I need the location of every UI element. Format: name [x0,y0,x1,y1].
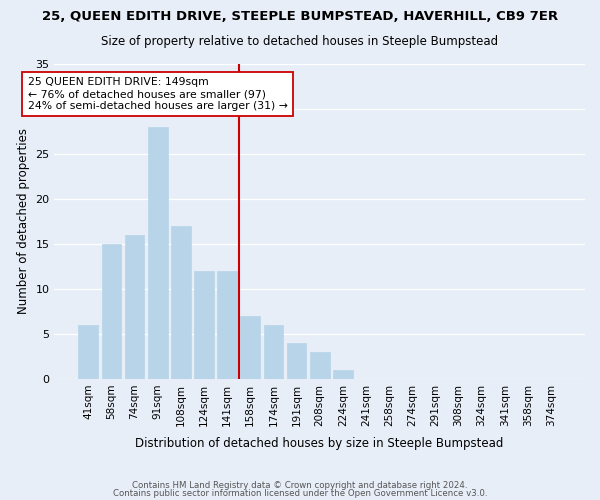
X-axis label: Distribution of detached houses by size in Steeple Bumpstead: Distribution of detached houses by size … [136,437,504,450]
Text: 25, QUEEN EDITH DRIVE, STEEPLE BUMPSTEAD, HAVERHILL, CB9 7ER: 25, QUEEN EDITH DRIVE, STEEPLE BUMPSTEAD… [42,10,558,23]
Text: Size of property relative to detached houses in Steeple Bumpstead: Size of property relative to detached ho… [101,35,499,48]
Bar [148,127,167,379]
Y-axis label: Number of detached properties: Number of detached properties [17,128,30,314]
Text: Contains public sector information licensed under the Open Government Licence v3: Contains public sector information licen… [113,488,487,498]
Bar [310,352,329,379]
Bar [287,343,307,379]
Bar [125,235,145,379]
Text: Contains HM Land Registry data © Crown copyright and database right 2024.: Contains HM Land Registry data © Crown c… [132,481,468,490]
Bar [194,271,214,379]
Text: 25 QUEEN EDITH DRIVE: 149sqm
← 76% of detached houses are smaller (97)
24% of se: 25 QUEEN EDITH DRIVE: 149sqm ← 76% of de… [28,78,287,110]
Bar [333,370,353,379]
Bar [79,325,98,379]
Bar [171,226,191,379]
Bar [241,316,260,379]
Bar [217,271,237,379]
Bar [101,244,121,379]
Bar [263,325,283,379]
